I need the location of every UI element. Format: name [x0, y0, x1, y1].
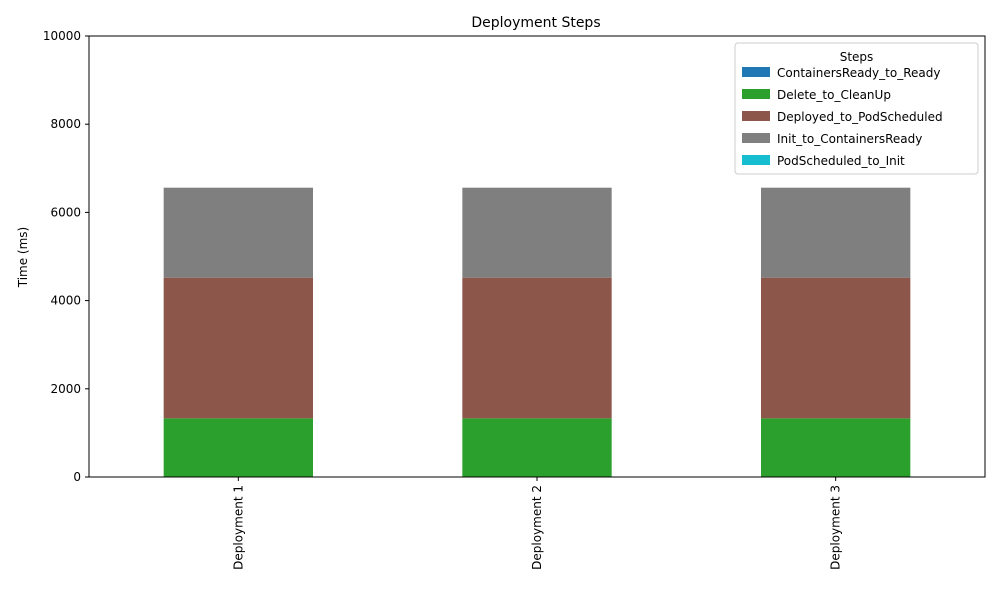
- bar-1-series-2: [163, 418, 313, 477]
- legend-box: [734, 42, 979, 175]
- x-tick-label: Deployment 1: [231, 485, 245, 570]
- chart-title: Deployment Steps: [471, 15, 600, 31]
- y-tick-label: 6000: [50, 205, 81, 219]
- legend-swatch: [742, 133, 770, 143]
- y-tick-label: 0: [73, 470, 81, 484]
- y-tick-label: 8000: [50, 117, 81, 131]
- y-axis-label: Time (ms): [16, 227, 30, 289]
- bar-3-series-4: [761, 187, 911, 278]
- bar-3-series-3: [761, 277, 911, 419]
- legend-swatch: [742, 67, 770, 77]
- y-tick-label: 2000: [50, 382, 81, 396]
- bars-layer: [163, 187, 911, 477]
- legend-swatch: [742, 111, 770, 121]
- y-tick-label: 10000: [43, 29, 81, 43]
- bar-2-series-4: [462, 187, 612, 278]
- legend-label: ContainersReady_to_Ready: [777, 66, 940, 80]
- legend-swatch: [742, 89, 770, 99]
- y-tick-label: 4000: [50, 294, 81, 308]
- bar-1-series-4: [163, 187, 313, 278]
- bar-2-series-3: [462, 277, 612, 419]
- legend: Steps ContainersReady_to_Ready Delete_to_C…: [734, 42, 979, 175]
- legend-label: Init_to_ContainersReady: [777, 132, 922, 146]
- x-tick-label: Deployment 2: [530, 485, 544, 570]
- bar-3-series-2: [761, 418, 911, 477]
- axes-layer: 0 2000 4000 6000 8000 10000 Deployment 1 Deploy…: [43, 29, 986, 570]
- legend-label: Deployed_to_PodScheduled: [777, 110, 943, 124]
- legend-swatch: [742, 155, 770, 165]
- x-tick-label: Deployment 3: [829, 485, 843, 570]
- bar-1-series-3: [163, 277, 313, 419]
- legend-title: Steps: [840, 50, 874, 64]
- legend-label: PodScheduled_to_Init: [777, 154, 905, 168]
- bar-2-series-2: [462, 418, 612, 477]
- legend-label: Delete_to_CleanUp: [777, 88, 891, 102]
